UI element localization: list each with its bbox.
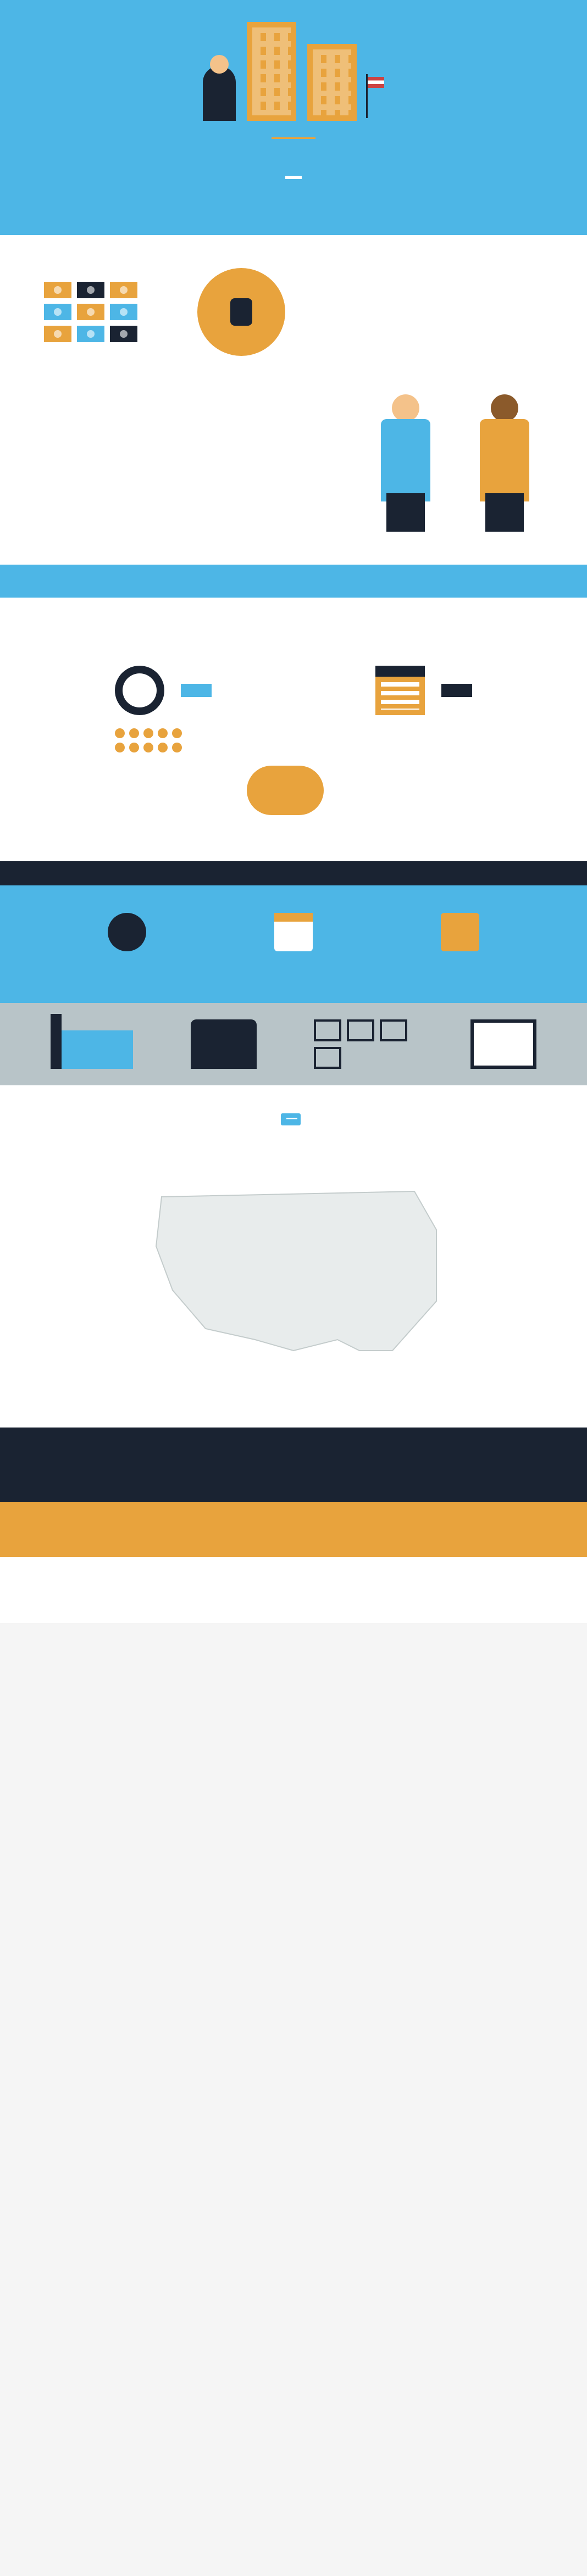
map-legend [0,1113,587,1142]
hour-row [115,666,212,715]
key-circle-icon [197,268,285,356]
usa-map-svg [129,1164,458,1373]
infographic-container [0,0,587,1623]
col-pay [44,913,211,959]
calc-heading-banner [0,565,587,598]
disclaimer-section [0,1502,587,1557]
half-section [0,389,587,565]
figure-a-icon [367,389,444,532]
calendar-icon [375,666,425,715]
building-circle-icon [247,766,324,815]
hero-title [33,144,554,202]
hero-section [0,0,587,235]
sofa-icon [191,1019,257,1069]
expert-section [0,235,587,389]
month-chip [441,684,472,697]
map-section [0,1142,587,1428]
furniture-icons [0,1019,587,1069]
map-title [0,1085,587,1113]
sources-section [0,1428,587,1502]
calc-section [0,598,587,861]
figure-b-icon [466,389,543,532]
building-icon [307,44,357,121]
col-rent [376,913,543,959]
figures-icon [367,389,543,532]
money-grid-icon [44,282,137,342]
building-icon [441,913,479,951]
hero-title-in [285,176,302,179]
frames-icon [314,1019,413,1069]
usa-map [129,1164,458,1373]
created-section [0,1557,587,1623]
equation-row [44,766,543,815]
tv-icon [470,1019,536,1069]
building-icon [247,22,296,121]
wage-table [0,885,587,1003]
half-row [44,389,543,532]
table-title [0,861,587,885]
divider-icon [272,137,315,139]
month-row [375,666,472,715]
legend-tag-icon [281,1113,301,1125]
coin-dots-icon [115,728,212,752]
calendar-icon [274,913,313,951]
person-icon [203,66,236,121]
expert-row [44,268,543,356]
bed-icon [51,1030,133,1069]
flag-icon [368,77,384,88]
clock-icon [108,913,146,951]
col-income [211,913,377,959]
wage-header [44,913,543,959]
hero-illustration [33,22,554,121]
hour-chip [181,684,212,697]
furniture-strip [0,1003,587,1085]
clock-icon [115,666,164,715]
